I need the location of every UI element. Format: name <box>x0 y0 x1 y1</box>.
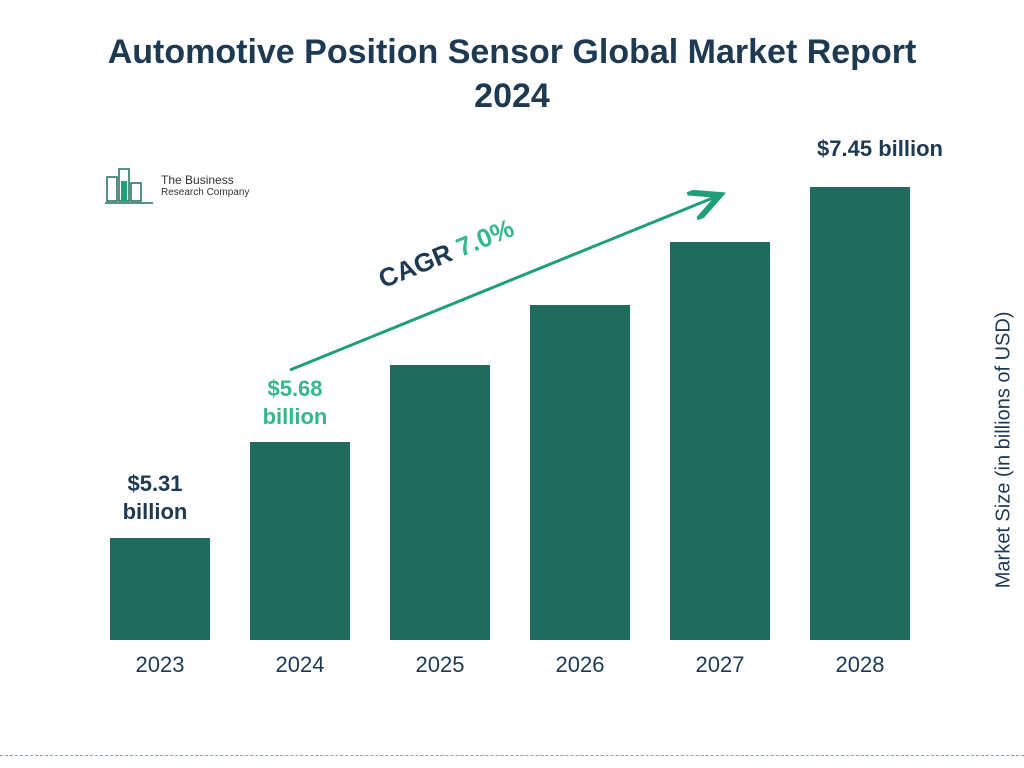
chart-area: 202320242025202620272028 <box>90 170 930 680</box>
bar-wrap: 2027 <box>650 170 790 640</box>
x-axis-label: 2023 <box>136 652 185 678</box>
value-label: $5.68billion <box>235 375 355 430</box>
x-axis-label: 2028 <box>836 652 885 678</box>
bar-wrap: 2028 <box>790 170 930 640</box>
y-axis-label: Market Size (in billions of USD) <box>993 312 1016 589</box>
bar <box>530 305 630 640</box>
bar <box>110 538 210 640</box>
bar <box>670 242 770 640</box>
x-axis-label: 2027 <box>696 652 745 678</box>
bar <box>390 365 490 640</box>
x-axis-label: 2026 <box>556 652 605 678</box>
value-label: $5.31billion <box>95 470 215 525</box>
bottom-divider <box>0 755 1024 756</box>
bar <box>250 442 350 640</box>
bar-wrap: 2023 <box>90 170 230 640</box>
x-axis-label: 2025 <box>416 652 465 678</box>
value-label: $7.45 billion <box>790 135 970 163</box>
bar <box>810 187 910 640</box>
x-axis-label: 2024 <box>276 652 325 678</box>
bar-wrap: 2026 <box>510 170 650 640</box>
chart-title: Automotive Position Sensor Global Market… <box>0 0 1024 128</box>
